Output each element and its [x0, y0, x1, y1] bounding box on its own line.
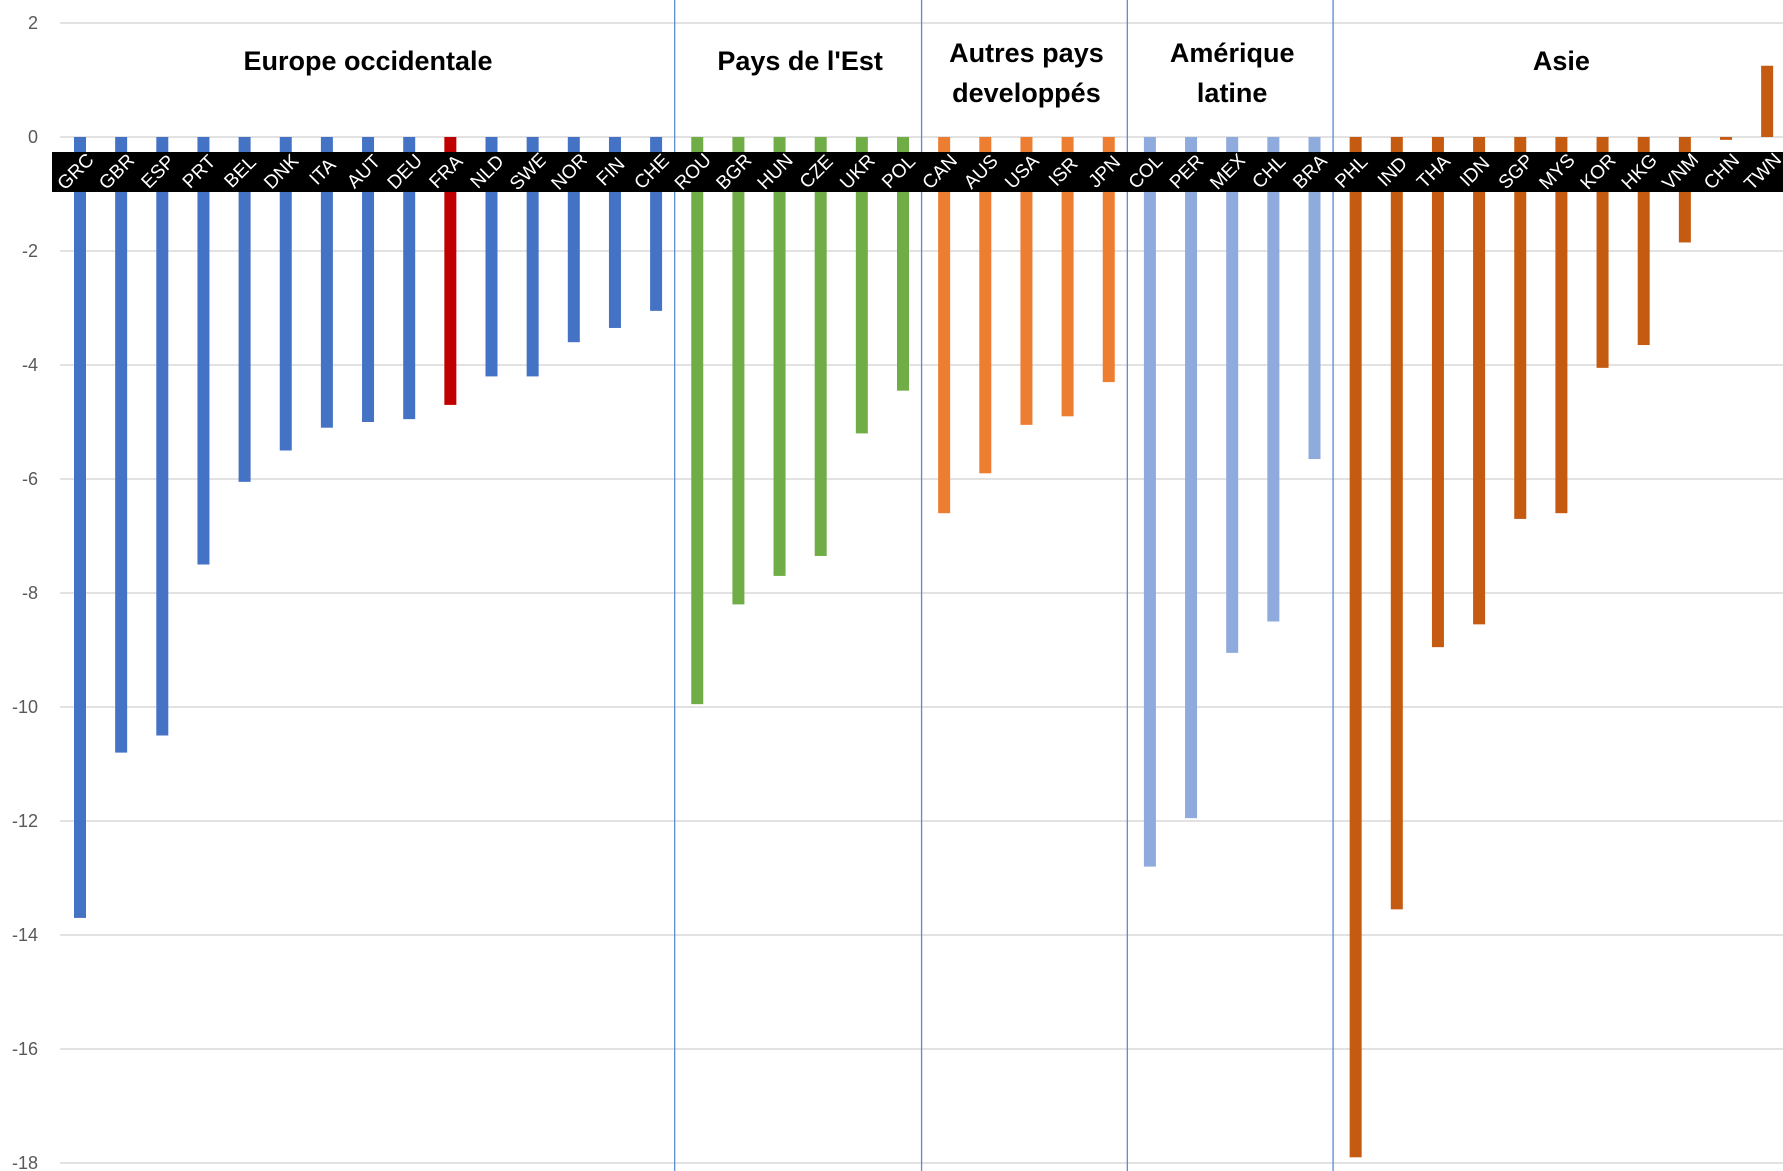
bar-ita: [320, 137, 333, 428]
y-tick-label: -16: [12, 1039, 38, 1059]
bar-cze: [814, 137, 827, 556]
group-title: Asie: [1533, 46, 1590, 76]
bar-rou: [691, 137, 704, 705]
bar-hun: [773, 137, 786, 576]
bar-aus: [979, 137, 992, 474]
bar-chn: [1720, 137, 1732, 140]
bar-tha: [1431, 137, 1444, 648]
y-tick-label: -4: [22, 355, 38, 375]
bar-isr: [1061, 137, 1074, 417]
bar-mex: [1226, 137, 1239, 653]
bar-swe: [526, 137, 539, 377]
bar-usa: [1020, 137, 1033, 425]
group-title: developpés: [952, 78, 1101, 108]
bar-jpn: [1102, 137, 1115, 383]
bar-aut: [362, 137, 375, 422]
bar-ind: [1390, 137, 1403, 910]
bar-chl: [1267, 137, 1280, 622]
y-tick-label: -12: [12, 811, 38, 831]
y-tick-label: -2: [22, 241, 38, 261]
bar-deu: [403, 137, 416, 420]
group-title: Autres pays: [949, 38, 1104, 68]
bar-prt: [197, 137, 210, 565]
group-title: Europe occidentale: [244, 46, 493, 76]
group-title: Pays de l'Est: [717, 46, 883, 76]
bar-bgr: [732, 137, 745, 605]
y-tick-label: -10: [12, 697, 38, 717]
bar-nld: [485, 137, 498, 377]
y-tick-label: -14: [12, 925, 38, 945]
bar-gbr: [115, 137, 128, 753]
bar-ukr: [855, 137, 868, 434]
bar-per: [1185, 137, 1198, 819]
y-tick-label: -6: [22, 469, 38, 489]
bar-grc: [74, 137, 86, 918]
y-tick-label: 0: [28, 127, 38, 147]
y-tick-label: 2: [28, 13, 38, 33]
category-label-bg: [1739, 152, 1783, 192]
bar-mys: [1555, 137, 1568, 514]
bar-sgp: [1514, 137, 1527, 519]
y-tick-label: -8: [22, 583, 38, 603]
bar-bra: [1308, 137, 1321, 460]
group-title: latine: [1197, 78, 1268, 108]
bar-col: [1143, 137, 1156, 867]
bar-fra: [444, 137, 457, 405]
bar-twn: [1761, 65, 1774, 137]
bar-phl: [1349, 137, 1362, 1158]
bar-idn: [1473, 137, 1486, 625]
bar-kor: [1596, 137, 1609, 368]
bar-esp: [156, 137, 169, 736]
bar-pol: [897, 137, 909, 391]
bar-bel: [238, 137, 251, 482]
y-tick-label: -18: [12, 1153, 38, 1171]
group-title: Amérique: [1170, 38, 1295, 68]
bar-dnk: [279, 137, 292, 451]
bar-can: [938, 137, 951, 514]
